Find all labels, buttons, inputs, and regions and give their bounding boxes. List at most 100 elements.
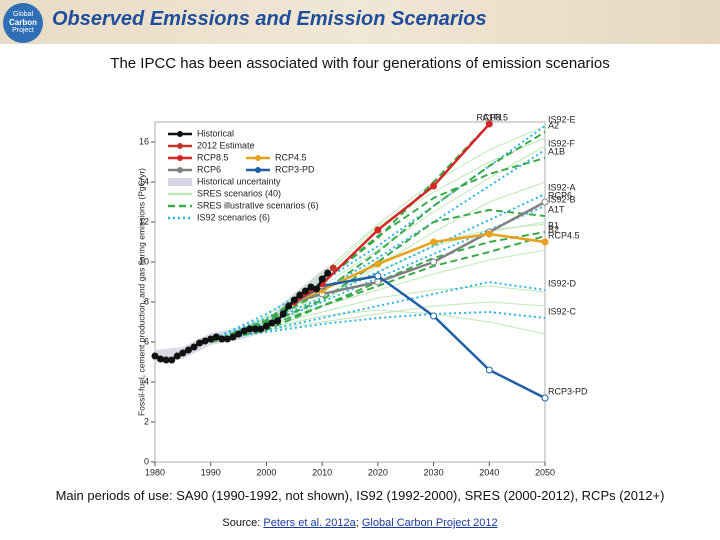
legend-swatch xyxy=(168,178,192,186)
y-tick-label: 2 xyxy=(144,416,149,426)
legend-label: RCP4.5 xyxy=(275,152,307,162)
series-marker xyxy=(290,296,298,304)
series-line xyxy=(210,157,546,343)
series-marker xyxy=(485,230,493,238)
title-bar xyxy=(0,0,720,44)
series-label: RCP3-PD xyxy=(548,386,588,396)
legend-label: SRES illustrative scenarios (6) xyxy=(197,200,319,210)
series-marker xyxy=(374,278,382,286)
plot-area xyxy=(154,121,546,463)
series-marker xyxy=(235,330,243,338)
series-label: RCP4.5 xyxy=(548,230,580,240)
legend-label: RCP6 xyxy=(197,164,221,174)
series-marker xyxy=(184,346,192,354)
series-marker xyxy=(541,198,549,206)
y-tick-label: 0 xyxy=(144,456,149,466)
series-line xyxy=(210,310,546,341)
plot: IS92-E IS92-F IS92-A IS92-B IS92-D IS92-C A1FI… xyxy=(151,112,588,402)
y-tick-label: 14 xyxy=(139,176,149,186)
series-marker xyxy=(301,287,309,295)
x-tick-label: 2020 xyxy=(368,467,388,477)
legend-label: Historical xyxy=(197,128,234,138)
series-line xyxy=(210,145,546,343)
series-marker xyxy=(324,269,332,277)
logo-text: Carbon xyxy=(9,18,37,27)
y-tick-label: 10 xyxy=(139,256,149,266)
legend-label: RCP8.5 xyxy=(197,152,229,162)
legend-marker xyxy=(177,143,183,149)
series-marker xyxy=(173,352,181,360)
series-marker xyxy=(262,322,270,330)
series-label: RCP8.5 xyxy=(477,112,509,122)
series-marker xyxy=(229,333,237,341)
series-marker xyxy=(151,352,159,360)
series-label: A1T xyxy=(548,204,565,214)
logo-text: Project xyxy=(12,27,34,34)
y-tick-label: 12 xyxy=(139,216,149,226)
periods-note: Main periods of use: SA90 (1990-1992, no… xyxy=(55,488,665,503)
x-tick-label: 2040 xyxy=(479,467,499,477)
series-marker xyxy=(190,343,198,351)
x-tick-label: 2030 xyxy=(424,467,444,477)
legend-label: SRES scenarios (40) xyxy=(197,188,281,198)
legend-marker xyxy=(255,155,261,161)
series-marker xyxy=(430,312,438,320)
series-line xyxy=(293,200,546,304)
separator: ; xyxy=(355,517,359,529)
series-marker xyxy=(157,355,165,363)
subtitle: The IPCC has been associated with four g… xyxy=(110,55,610,72)
x-tick-label: 2000 xyxy=(256,467,276,477)
series-line xyxy=(210,149,546,341)
series-line xyxy=(210,125,546,343)
legend-marker xyxy=(177,167,183,173)
series-marker xyxy=(313,285,321,293)
series-marker xyxy=(541,394,549,402)
series-marker xyxy=(430,182,438,190)
series-marker xyxy=(485,120,493,128)
series-label: A1FI xyxy=(483,112,502,122)
legend-label: 2012 Estimate xyxy=(197,140,255,150)
series-label: A2 xyxy=(548,120,559,130)
x-tick-label: 2050 xyxy=(535,467,555,477)
series-label: B1 xyxy=(548,220,559,230)
series-label: IS92-D xyxy=(548,278,577,288)
x-tick-label: 2010 xyxy=(312,467,332,477)
series-marker xyxy=(541,238,549,246)
series-line xyxy=(210,193,546,341)
series-marker xyxy=(430,238,438,246)
legend-label: RCP3-PD xyxy=(275,164,315,174)
legend-label: IS92 scenarios (6) xyxy=(197,212,270,222)
series-line xyxy=(210,123,491,343)
source-label: Source: xyxy=(222,517,261,529)
series-line xyxy=(210,125,546,341)
chart: 0 2 4 6 8 10 12 14 16 1980 1990 2000 2010 2020 2030 204… xyxy=(136,112,588,477)
series-marker xyxy=(374,272,382,280)
series-marker xyxy=(168,356,176,364)
series-marker xyxy=(374,260,382,268)
series-marker xyxy=(274,317,282,325)
y-tick-label: 4 xyxy=(144,376,149,386)
series-marker xyxy=(257,325,265,333)
x-tick-label: 1980 xyxy=(145,467,165,477)
series-label: A1B xyxy=(548,146,565,156)
series-label: B2 xyxy=(548,224,559,234)
logo-text: Global xyxy=(12,11,34,18)
series-marker xyxy=(430,258,438,266)
series-marker xyxy=(485,366,493,374)
series-label: IS92-E xyxy=(548,114,576,124)
source-link[interactable]: Global Carbon Project 2012 xyxy=(361,517,498,529)
series-label: IS92-C xyxy=(548,306,577,316)
y-tick-label: 16 xyxy=(139,136,149,146)
series-label: IS92-F xyxy=(548,138,576,148)
legend-label: Historical uncertainty xyxy=(197,176,281,186)
series-marker xyxy=(285,302,293,310)
logo: Global Carbon Project xyxy=(3,3,43,43)
series-label: RCP6 xyxy=(548,190,572,200)
legend-marker xyxy=(255,167,261,173)
series-label: IS92-A xyxy=(548,182,576,192)
series-marker xyxy=(179,349,187,357)
source-link[interactable]: Peters et al. 2012a xyxy=(263,517,356,529)
y-axis-label: Fossil-fuel, cement production, and gas … xyxy=(136,168,146,416)
series-marker xyxy=(296,291,304,299)
legend-marker xyxy=(177,131,183,137)
